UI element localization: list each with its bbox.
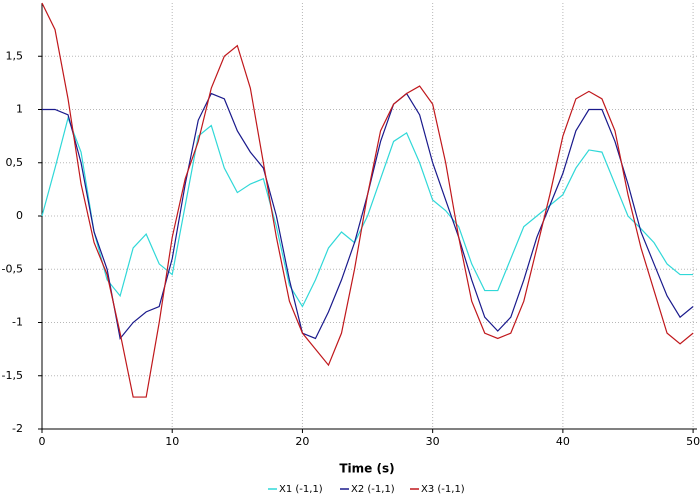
y-tick-label: 0 — [16, 209, 23, 222]
x-tick-label: 20 — [295, 435, 309, 448]
y-tick-label: -1 — [12, 316, 23, 329]
y-tick-label: 1,5 — [6, 49, 24, 62]
y-tick-label: -2 — [12, 422, 23, 435]
x-axis-label: Time (s) — [339, 462, 394, 476]
x-tick-label: 10 — [165, 435, 179, 448]
legend-label: X3 (-1,1) — [421, 484, 465, 495]
x-tick-label: 0 — [39, 435, 46, 448]
x-tick-label: 40 — [556, 435, 570, 448]
y-tick-label: -1,5 — [2, 369, 23, 382]
x-tick-label: 50 — [686, 435, 700, 448]
legend-label: X2 (-1,1) — [351, 484, 395, 495]
y-tick-label: 1 — [16, 103, 23, 116]
y-tick-label: 0,5 — [6, 156, 24, 169]
x-tick-label: 30 — [426, 435, 440, 448]
y-tick-label: -0,5 — [2, 262, 23, 275]
series-line — [41, 2, 694, 398]
series-line — [41, 116, 694, 308]
legend-label: X1 (-1,1) — [279, 484, 323, 495]
